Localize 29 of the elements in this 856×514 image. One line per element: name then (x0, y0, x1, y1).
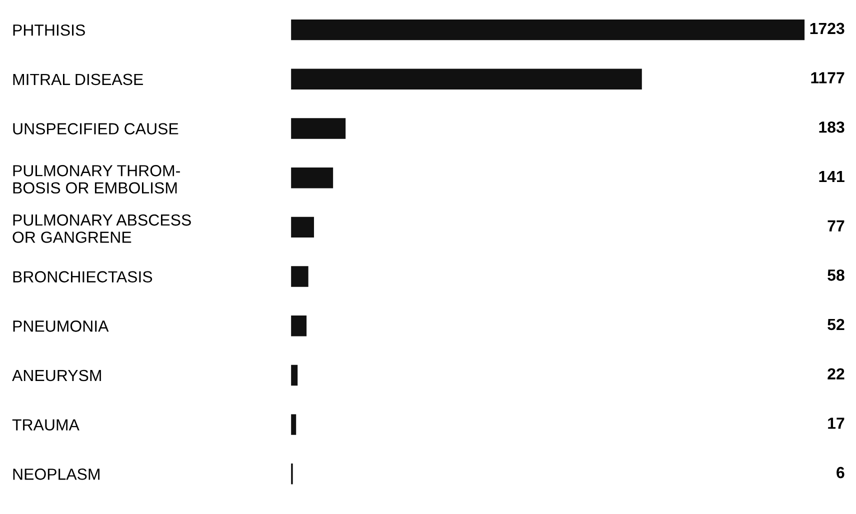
data-label: 58 (828, 270, 844, 281)
data-label: 22 (828, 368, 844, 380)
bar (291, 167, 334, 188)
data-label: 17 (828, 418, 844, 429)
data-label: 6 (836, 466, 844, 478)
y-tick-label: ANEURYSM (12, 370, 101, 382)
bar (291, 19, 805, 40)
bar (291, 68, 642, 90)
bar (291, 118, 346, 139)
y-tick-label: MITRAL DISEASE (13, 74, 143, 86)
y-tick-label: PULMONARY ABSCESS OR GANGRENE (12, 214, 191, 243)
data-label: 1177 (811, 72, 844, 84)
y-tick-label: BRONCHIECTASIS (13, 271, 152, 282)
data-label: 77 (828, 220, 844, 232)
y-tick-label: UNSPECIFIED CAUSE (13, 123, 178, 134)
bar (291, 266, 308, 287)
data-label: 141 (819, 170, 844, 182)
data-label: 183 (819, 121, 844, 133)
bar (291, 216, 314, 238)
y-tick-label: NEOPLASM (13, 468, 100, 480)
data-label: 1723 (810, 22, 844, 34)
bar (291, 364, 298, 386)
y-tick-label: PHTHISIS (13, 24, 85, 36)
y-tick-label: TRAUMA (12, 419, 80, 431)
y-tick-label: PNEUMONIA (13, 320, 109, 332)
data-label: 52 (828, 318, 844, 330)
bar (291, 414, 296, 435)
y-tick-label: PULMONARY THROM- BOSIS OR EMBOLISM (13, 165, 180, 194)
bar (291, 316, 307, 336)
